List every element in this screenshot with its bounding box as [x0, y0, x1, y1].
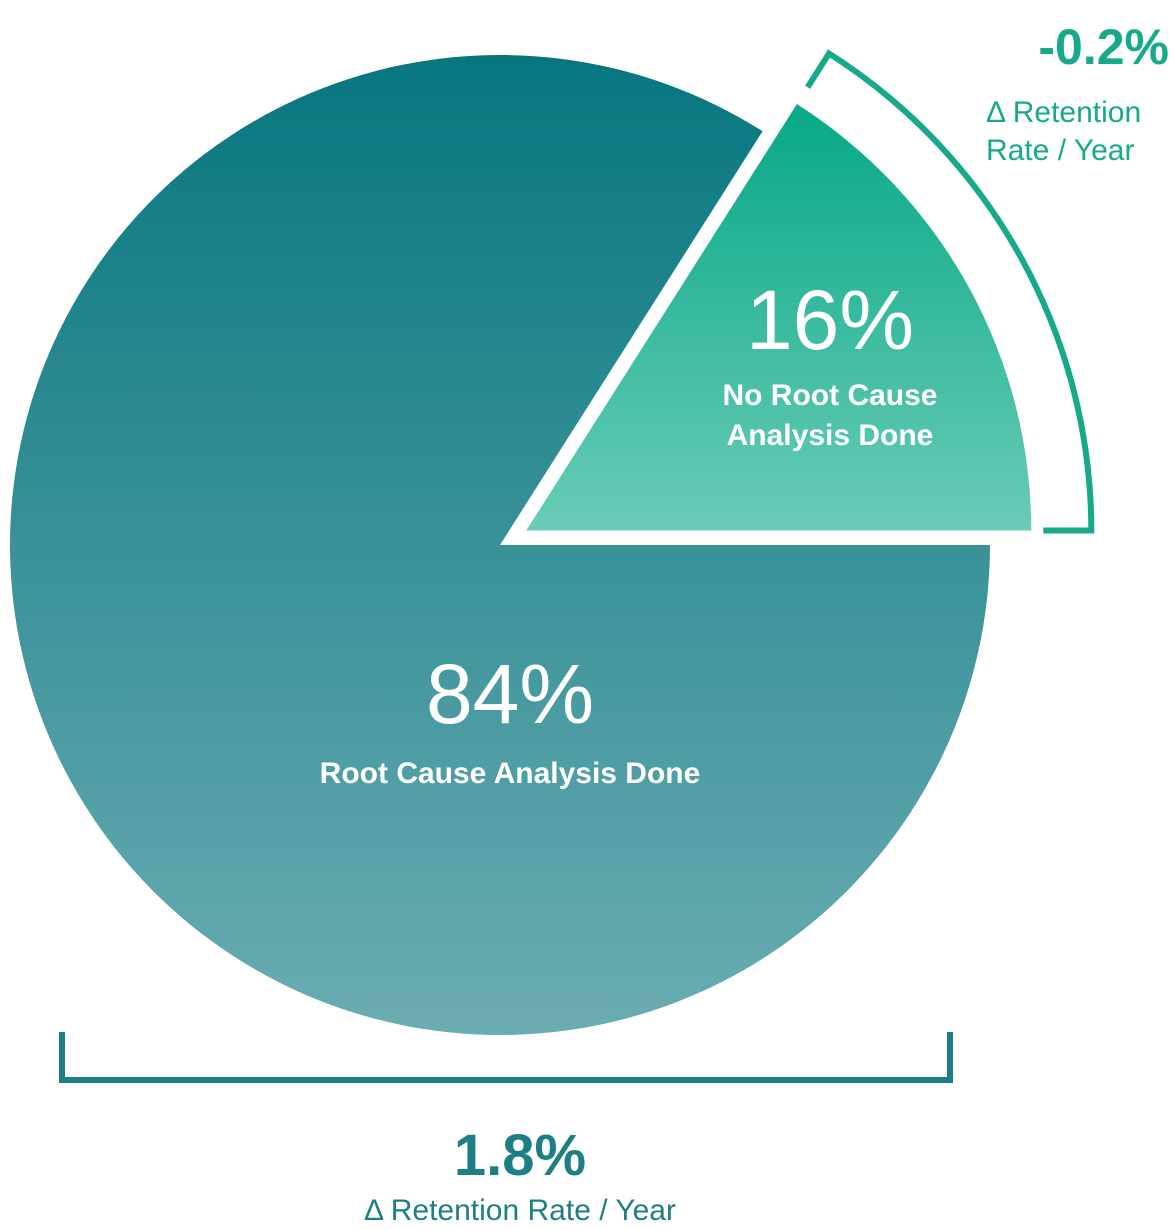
value-label: 84%: [425, 647, 595, 741]
value-label: 16%: [745, 273, 915, 367]
annotation-value: -0.2%: [1038, 19, 1169, 75]
annotation-value: 1.8%: [453, 1123, 587, 1188]
annotation-bracket: [805, 49, 1095, 534]
annotation-text: Δ Retention Rate / Year: [364, 1194, 676, 1227]
category-label: No Root Cause Analysis Done: [722, 379, 938, 452]
slice-label-group: 16% No Root Cause Analysis Done: [680, 278, 980, 456]
annotation-text: Δ Retention Rate / Year: [986, 96, 1142, 167]
annotation-bracket: [59, 1032, 953, 1083]
pie-slice: [10, 55, 991, 1036]
slice-label-group: 84% Root Cause Analysis Done: [240, 652, 780, 794]
category-label: Root Cause Analysis Done: [319, 757, 701, 790]
pie-slice: [526, 104, 1032, 531]
